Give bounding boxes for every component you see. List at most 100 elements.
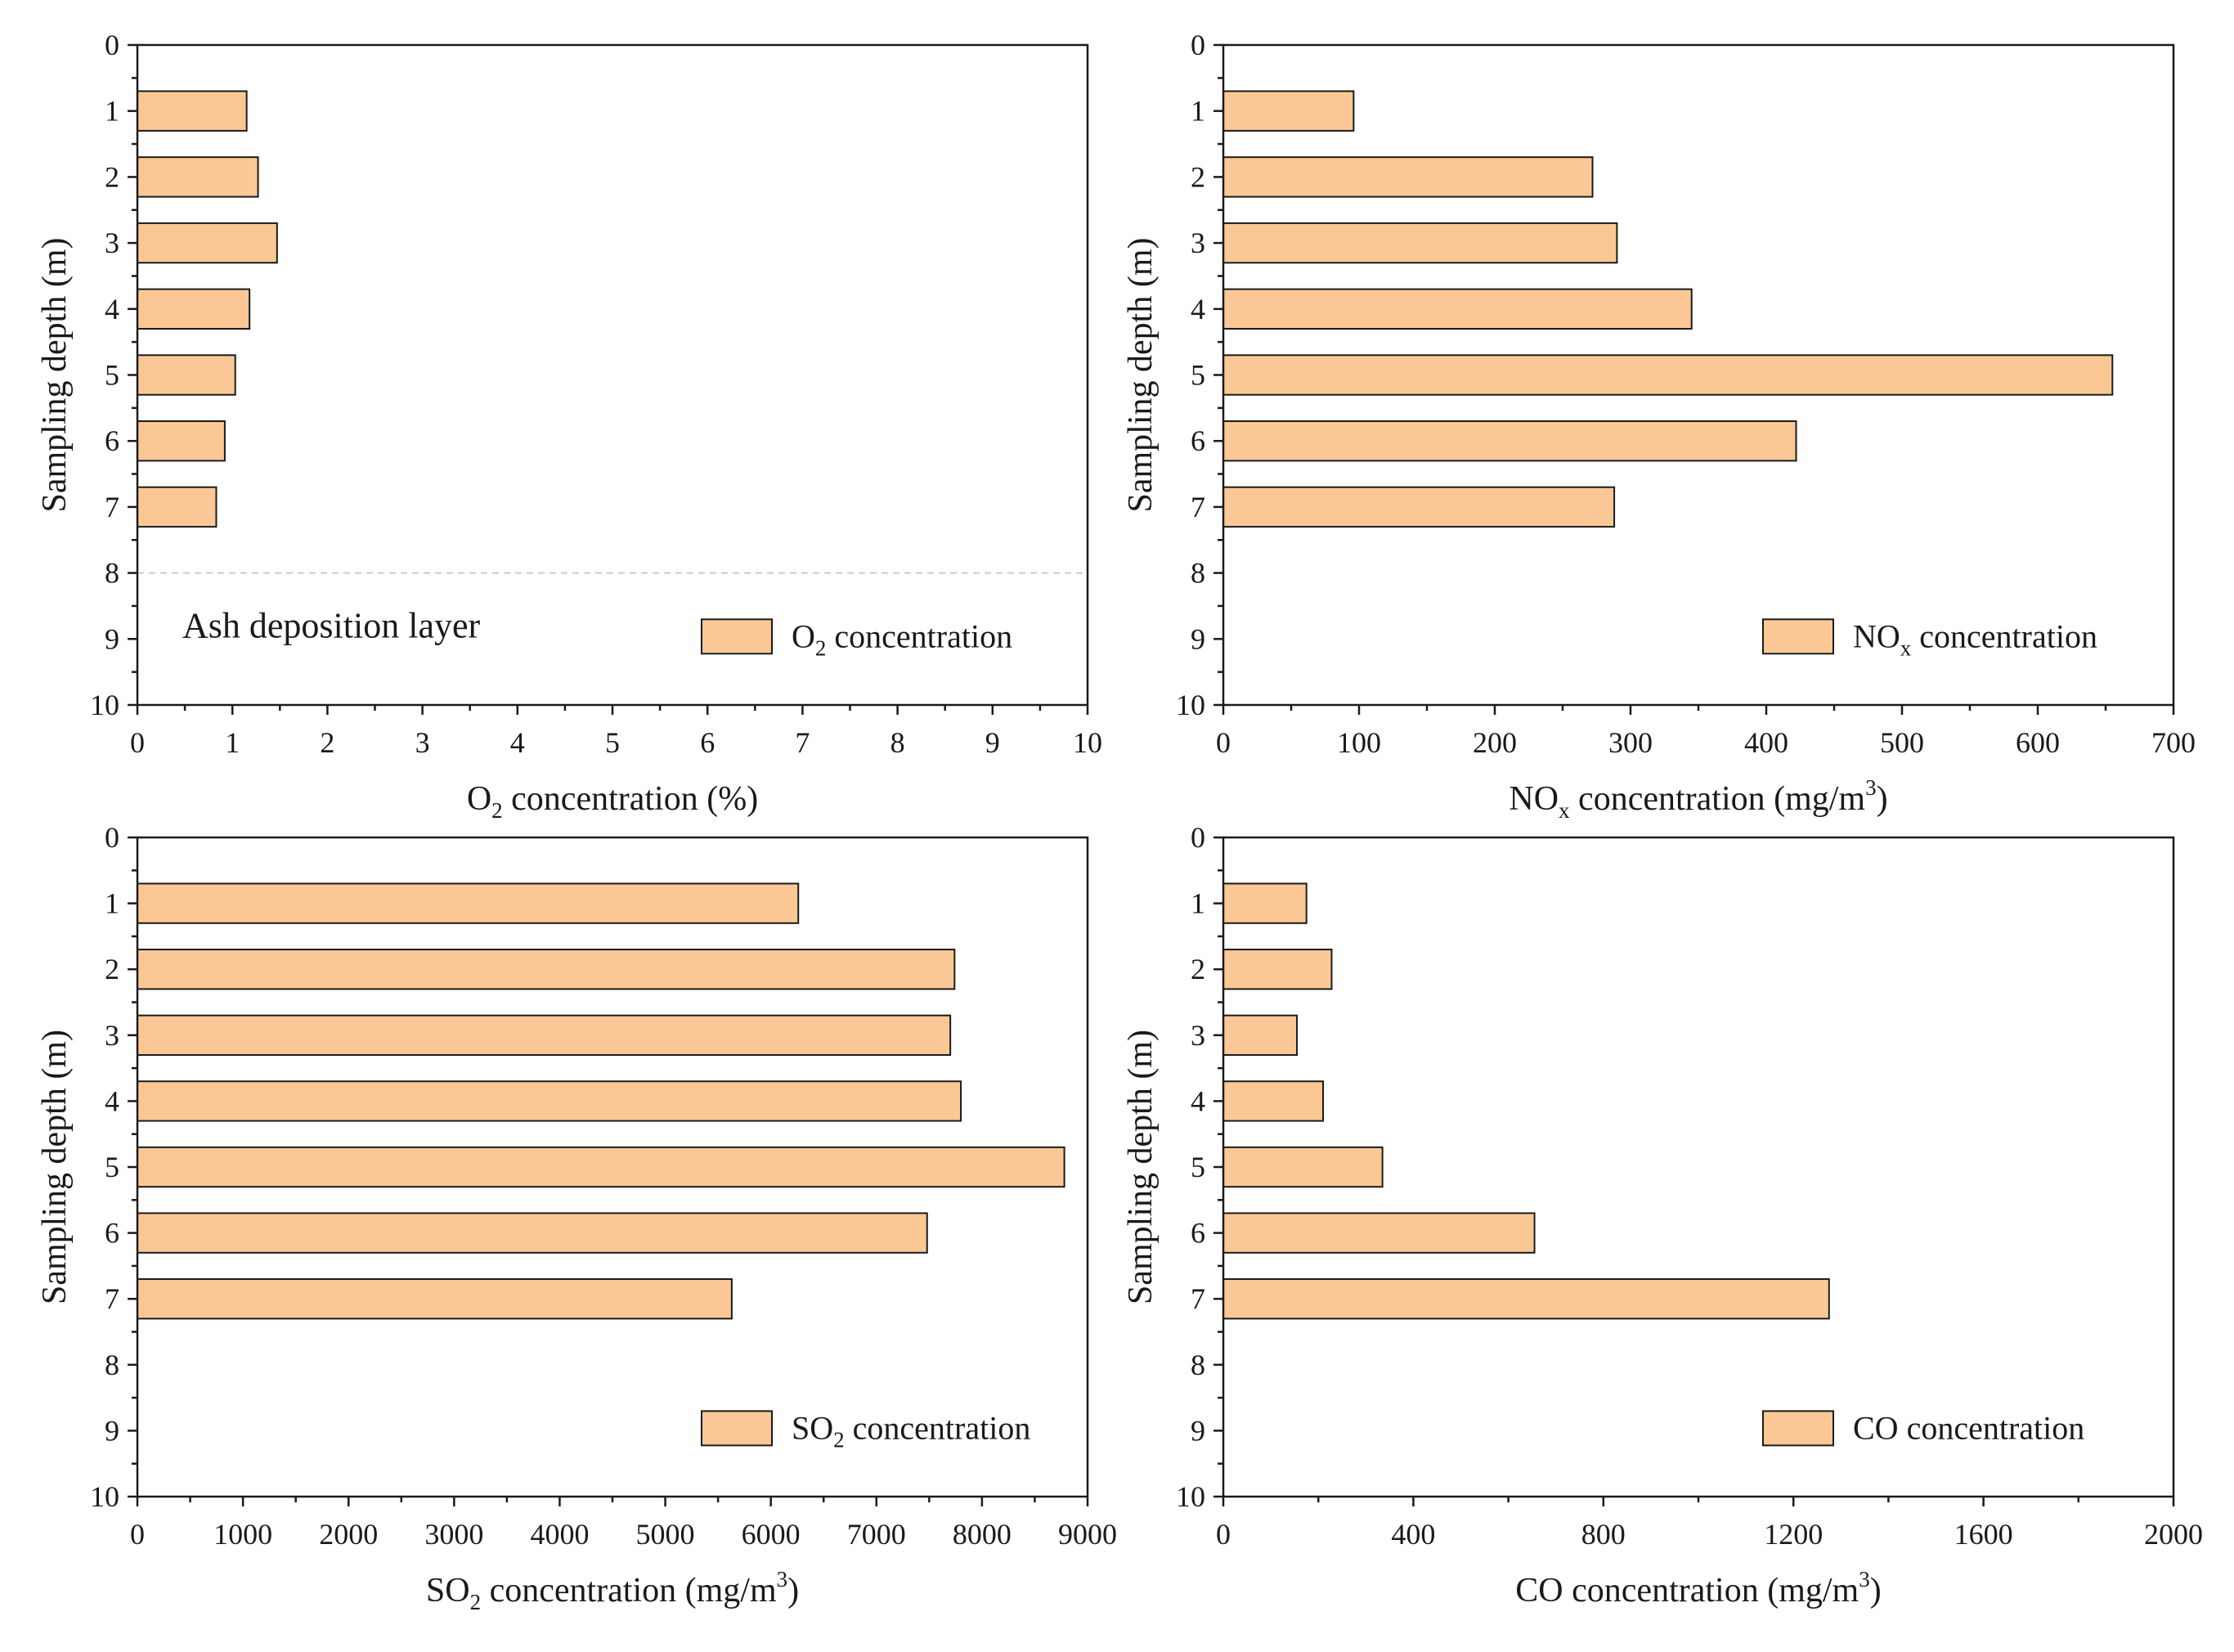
- y-tick-label: 7: [1191, 1282, 1205, 1315]
- x-tick-label: 200: [1473, 726, 1517, 759]
- bar-depth-3: [137, 222, 278, 264]
- y-tick-label: 10: [90, 1480, 119, 1513]
- x-tick-label: 400: [1744, 726, 1788, 759]
- x-tick-label: 1200: [1764, 1518, 1823, 1551]
- bar-depth-5: [1222, 354, 2114, 396]
- legend-label: NOx concentration: [1853, 617, 2097, 660]
- y-tick-label: 9: [105, 1414, 119, 1447]
- y-tick-label: 9: [1191, 622, 1205, 655]
- y-tick-label: 3: [1191, 227, 1205, 259]
- legend-label: O2 concentration: [792, 617, 1012, 660]
- x-tick-label: 4: [510, 726, 525, 759]
- x-tick-label: 5: [605, 726, 620, 759]
- x-tick-label: 2: [320, 726, 334, 759]
- y-tick-label: 7: [1191, 491, 1205, 523]
- x-tick-label: 100: [1337, 726, 1381, 759]
- y-tick-label: 1: [105, 95, 119, 128]
- x-tick-label: 4000: [530, 1518, 589, 1551]
- x-tick-label: 700: [2151, 726, 2196, 759]
- bar-depth-6: [137, 420, 226, 462]
- bar-depth-4: [1222, 288, 1693, 330]
- y-tick-label: 3: [105, 227, 119, 259]
- x-tick-label: 8: [890, 726, 905, 759]
- chart-panel-4: 0 1 2 3 4 5 6 7 8 9 10 0 400 800 1200 1600 2000 CO concen…: [1122, 821, 2203, 1609]
- y-tick-label: 5: [1191, 1151, 1205, 1183]
- x-tick-label: 2000: [319, 1518, 378, 1551]
- x-tick-label: 6: [700, 726, 715, 759]
- y-axis-title: Sampling depth (m): [1122, 1030, 1160, 1304]
- y-tick-label: 8: [1191, 557, 1205, 590]
- bar-depth-1: [1222, 90, 1355, 132]
- y-tick-label: 2: [105, 953, 119, 985]
- x-tick-label: 7: [795, 726, 810, 759]
- bar-depth-6: [1222, 1212, 1536, 1254]
- legend-swatch: [701, 618, 773, 655]
- bar-depth-2: [1222, 949, 1333, 990]
- x-tick-label: 0: [130, 1518, 145, 1551]
- x-axis-title: O2 concentration (%): [467, 780, 758, 823]
- x-tick-label: 7000: [847, 1518, 906, 1551]
- bar-depth-7: [1222, 486, 1616, 528]
- chart-panel-1: 0 1 2 3 4 5 6 7 8 9 10 0 1 2 3 4 5 6 7 8 9 10 O2 concentration…: [36, 29, 1102, 823]
- x-tick-label: 9000: [1058, 1518, 1117, 1551]
- bar-depth-3: [1222, 222, 1618, 264]
- y-tick-label: 0: [1191, 821, 1205, 854]
- x-axis-title: CO concentration (mg/m3): [1515, 1567, 1881, 1609]
- x-tick-label: 2000: [2144, 1518, 2203, 1551]
- bar-depth-4: [137, 288, 251, 330]
- x-tick-label: 1600: [1954, 1518, 2013, 1551]
- y-tick-label: 8: [105, 1349, 119, 1381]
- y-tick-label: 4: [1191, 293, 1205, 325]
- bar-depth-2: [137, 949, 956, 990]
- y-tick-label: 9: [1191, 1414, 1205, 1447]
- bar-depth-2: [1222, 156, 1594, 198]
- y-tick-label: 6: [105, 424, 119, 457]
- bar-depth-6: [137, 1212, 928, 1254]
- x-tick-label: 400: [1391, 1518, 1435, 1551]
- y-tick-label: 0: [105, 29, 119, 61]
- bar-depth-7: [137, 486, 218, 528]
- y-tick-label: 2: [1191, 953, 1205, 985]
- x-tick-label: 3: [415, 726, 430, 759]
- x-tick-label: 3000: [424, 1518, 483, 1551]
- bar-depth-1: [1222, 882, 1308, 924]
- y-tick-label: 5: [1191, 359, 1205, 392]
- x-tick-label: 1: [225, 726, 240, 759]
- y-tick-label: 5: [105, 1151, 119, 1183]
- bar-depth-7: [1222, 1278, 1830, 1320]
- y-tick-label: 8: [1191, 1349, 1205, 1381]
- legend-swatch: [1762, 618, 1834, 655]
- y-tick-label: 4: [105, 293, 119, 325]
- y-tick-label: 10: [1176, 1480, 1205, 1513]
- legend-swatch: [701, 1410, 773, 1447]
- y-axis-title: Sampling depth (m): [36, 1030, 74, 1304]
- y-tick-label: 3: [1191, 1019, 1205, 1052]
- y-tick-label: 0: [1191, 29, 1205, 61]
- x-tick-label: 8000: [953, 1518, 1012, 1551]
- y-tick-label: 7: [105, 491, 119, 523]
- x-tick-label: 9: [985, 726, 1000, 759]
- x-tick-label: 5000: [636, 1518, 695, 1551]
- y-tick-label: 6: [1191, 1217, 1205, 1250]
- x-tick-label: 0: [130, 726, 145, 759]
- x-axis-title: NOx concentration (mg/m3): [1509, 775, 1887, 823]
- bar-depth-3: [1222, 1014, 1299, 1056]
- x-tick-label: 10: [1073, 726, 1102, 759]
- y-tick-label: 8: [105, 557, 119, 590]
- x-tick-label: 300: [1608, 726, 1653, 759]
- y-tick-label: 5: [105, 359, 119, 392]
- y-tick-label: 1: [1191, 887, 1205, 920]
- legend-label: SO2 concentration: [792, 1409, 1030, 1452]
- legend-swatch: [1762, 1410, 1834, 1447]
- x-tick-label: 1000: [213, 1518, 272, 1551]
- y-tick-label: 7: [105, 1282, 119, 1315]
- y-tick-label: 2: [1191, 160, 1205, 193]
- chart-panel-3: 0 1 2 3 4 5 6 7 8 9 10 0 1000 2000 3000 4000 5000 6000 700…: [36, 821, 1117, 1614]
- bar-depth-5: [137, 1146, 1065, 1188]
- bar-depth-4: [1222, 1080, 1325, 1122]
- x-tick-label: 500: [1880, 726, 1924, 759]
- bar-depth-6: [1222, 420, 1797, 462]
- y-tick-label: 1: [1191, 95, 1205, 128]
- bar-depth-4: [137, 1080, 962, 1122]
